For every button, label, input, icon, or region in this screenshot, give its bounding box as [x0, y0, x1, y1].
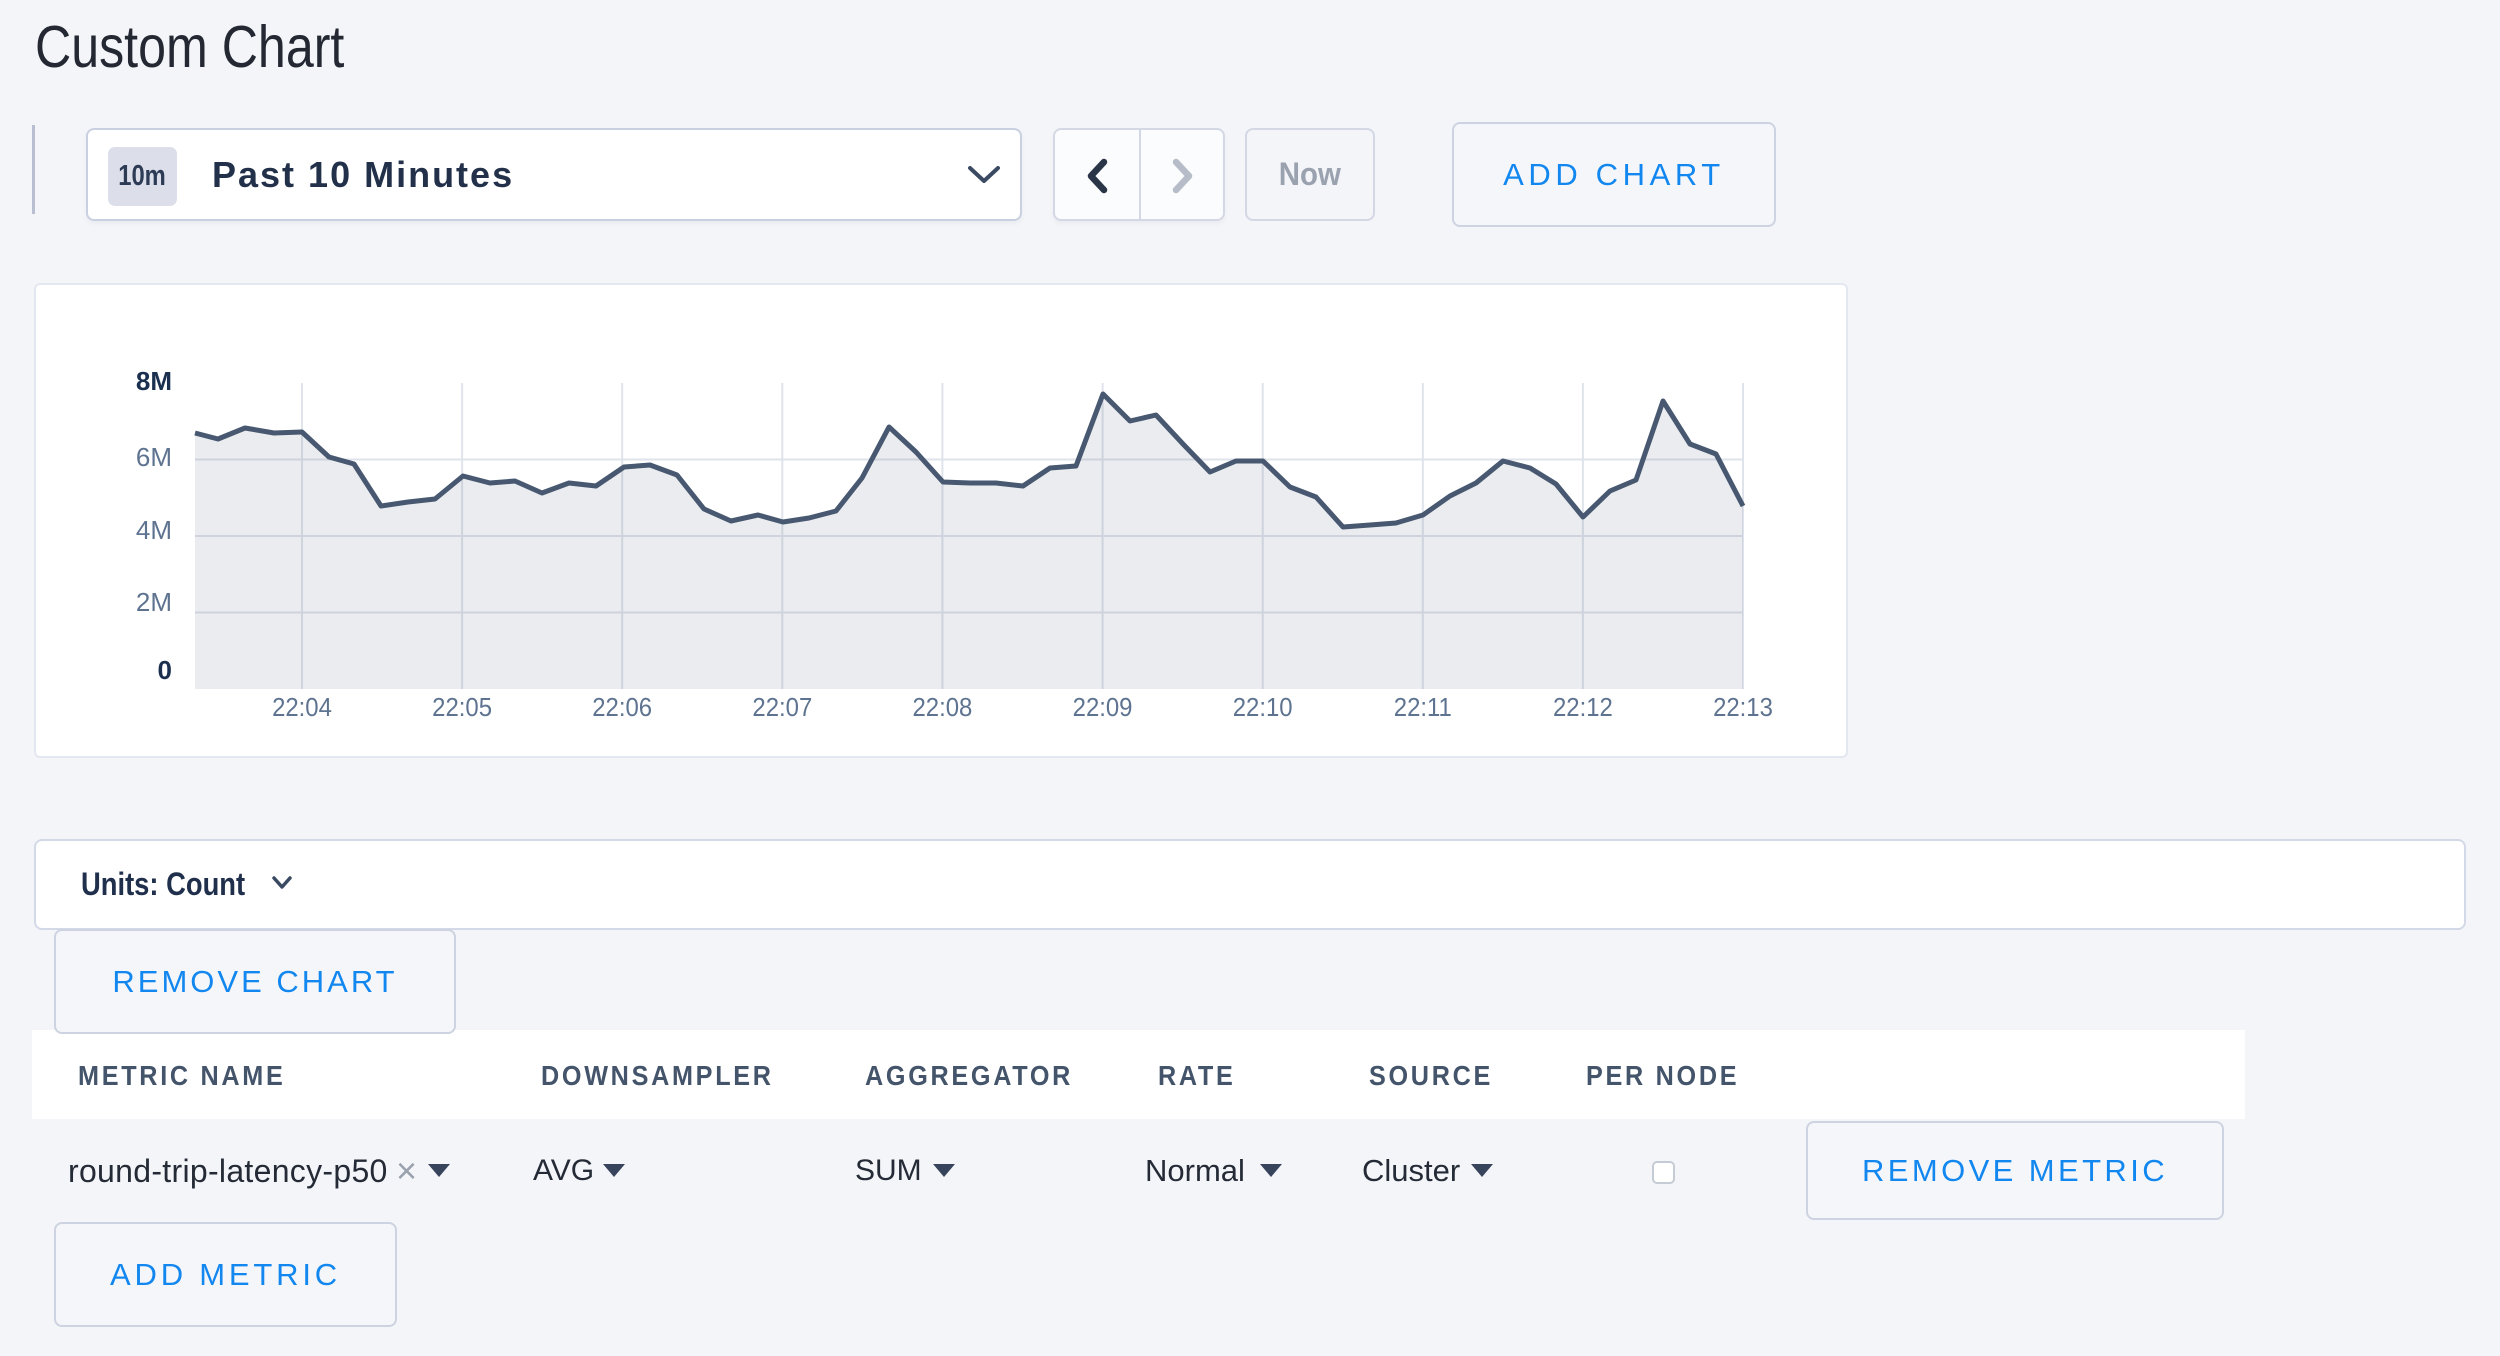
- svg-text:22:04: 22:04: [272, 693, 332, 722]
- svg-text:22:05: 22:05: [432, 693, 492, 722]
- svg-text:22:11: 22:11: [1394, 693, 1452, 722]
- svg-text:22:10: 22:10: [1233, 693, 1293, 722]
- svg-text:22:06: 22:06: [592, 693, 652, 722]
- svg-text:22:12: 22:12: [1553, 693, 1613, 722]
- svg-text:22:08: 22:08: [912, 693, 972, 722]
- svg-text:22:13: 22:13: [1713, 693, 1773, 722]
- svg-text:22:09: 22:09: [1073, 693, 1133, 722]
- svg-text:22:07: 22:07: [752, 693, 812, 722]
